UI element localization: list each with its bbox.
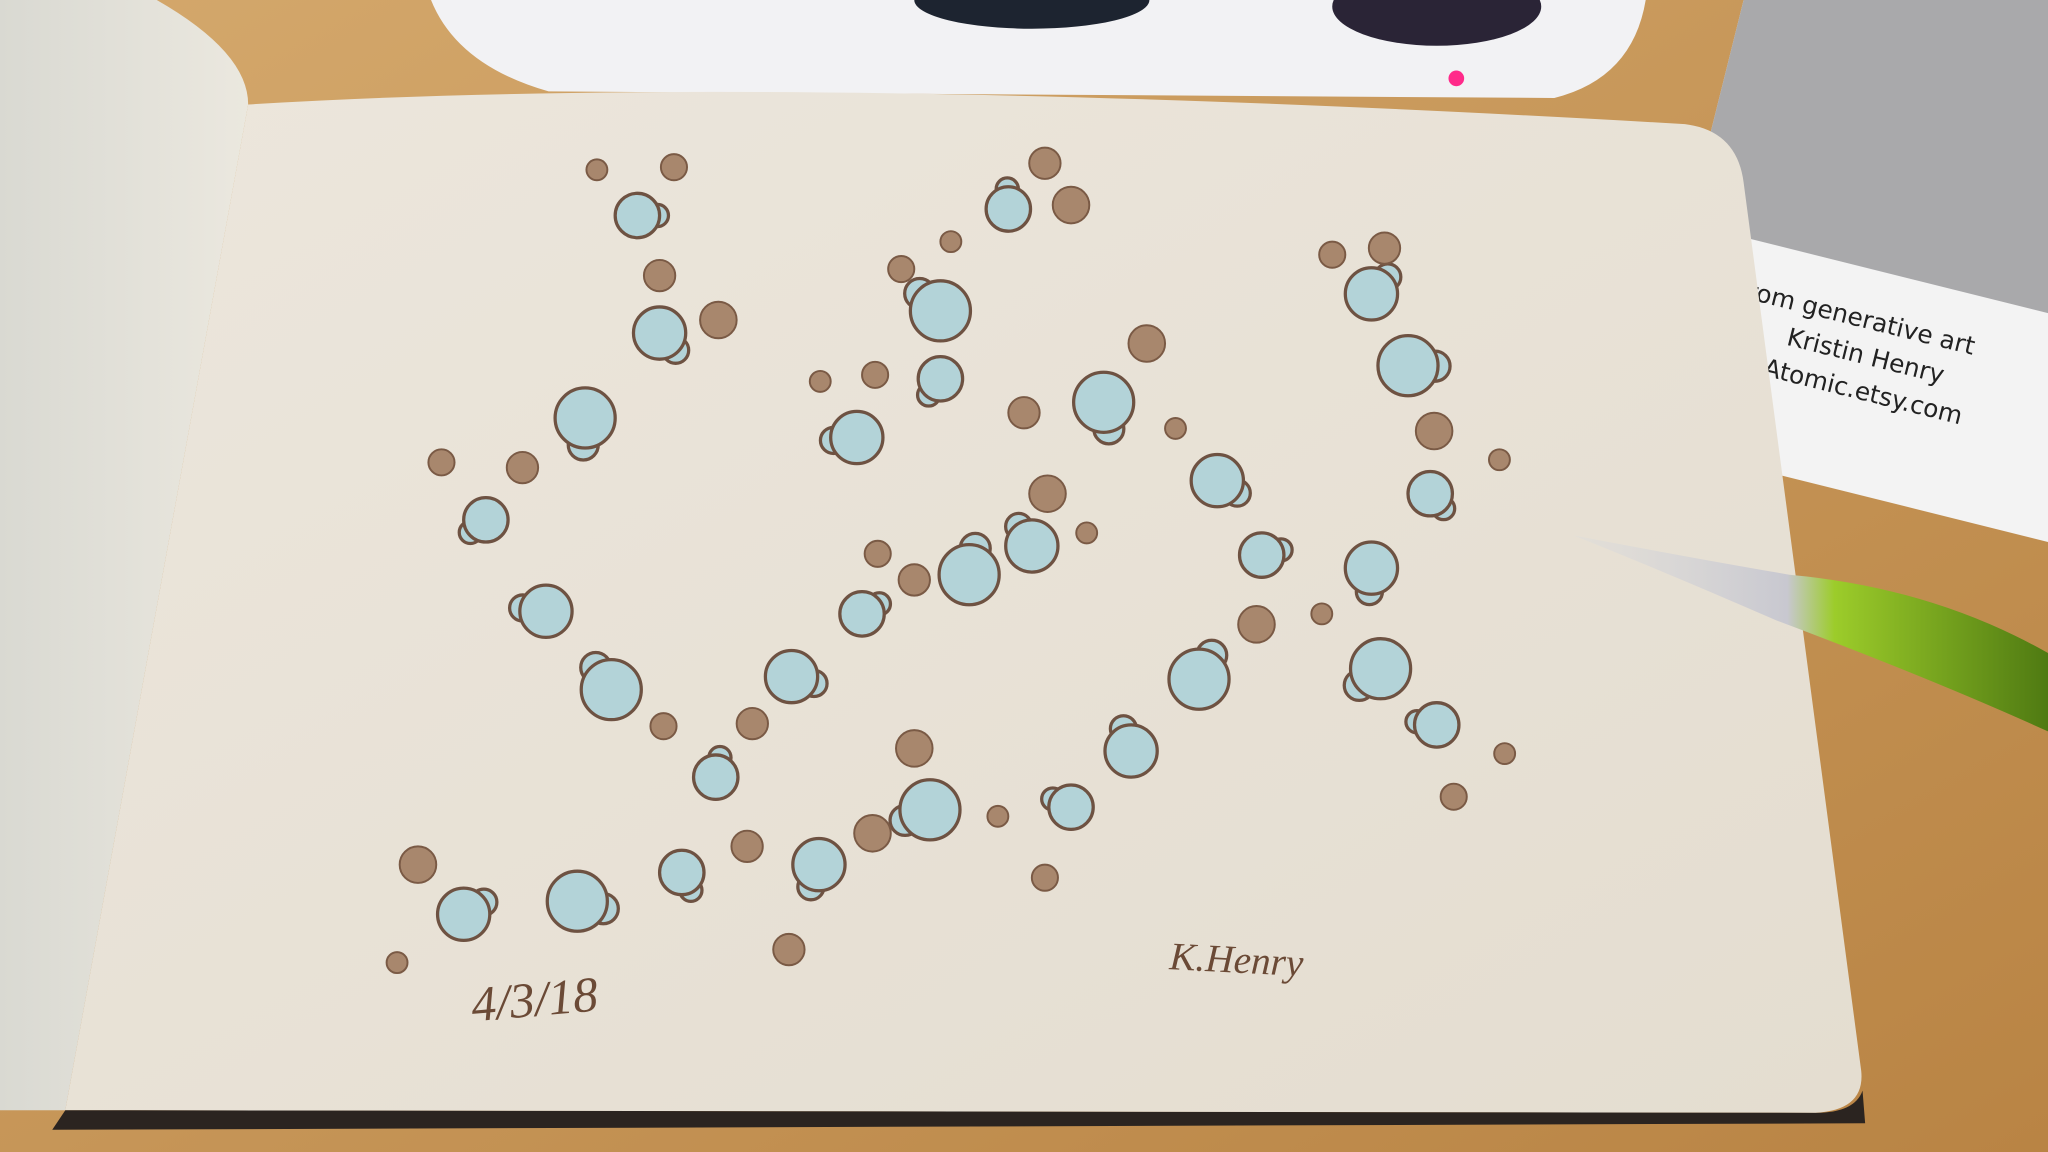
brown-dot bbox=[1493, 742, 1517, 766]
brown-dot bbox=[863, 539, 892, 568]
blue-blob bbox=[916, 354, 965, 403]
brown-dot bbox=[1310, 602, 1334, 626]
brown-dot bbox=[887, 255, 916, 284]
blue-blob bbox=[518, 583, 574, 640]
brown-dot bbox=[1439, 782, 1468, 811]
brown-dot bbox=[1414, 411, 1454, 451]
brown-dot bbox=[385, 951, 409, 975]
blue-blob bbox=[1071, 370, 1136, 434]
brown-dot bbox=[735, 706, 769, 741]
blue-blob bbox=[1047, 783, 1095, 832]
paint-splash bbox=[1448, 70, 1465, 87]
glass-pen bbox=[1573, 535, 2048, 732]
signature: K.Henry bbox=[1168, 935, 1305, 985]
blue-blob bbox=[937, 543, 1001, 607]
blue-blob bbox=[898, 778, 962, 842]
blue-blob bbox=[1167, 647, 1231, 711]
blue-blob bbox=[1376, 334, 1440, 398]
brown-dot bbox=[1237, 605, 1276, 644]
brown-dot bbox=[699, 300, 738, 340]
brown-dot bbox=[1030, 863, 1059, 892]
blue-blob bbox=[1343, 266, 1400, 322]
blue-blob bbox=[1004, 518, 1060, 574]
brown-dot bbox=[1164, 416, 1187, 440]
brown-dot bbox=[1028, 146, 1062, 180]
brown-dot bbox=[1367, 231, 1402, 265]
brown-dot bbox=[772, 932, 806, 967]
brown-dot bbox=[730, 829, 764, 864]
brown-dot bbox=[939, 230, 963, 254]
blue-blob bbox=[1343, 540, 1400, 596]
brown-dot bbox=[895, 729, 934, 768]
brown-dot bbox=[398, 845, 438, 884]
blue-blob bbox=[435, 886, 492, 943]
brown-dot bbox=[642, 258, 677, 293]
blue-blob bbox=[908, 279, 973, 343]
blue-blob bbox=[829, 409, 885, 466]
brown-dot bbox=[986, 804, 1010, 828]
brown-dot bbox=[1318, 240, 1347, 269]
brown-dot bbox=[659, 153, 688, 182]
brown-dot bbox=[1028, 474, 1067, 513]
brown-dot bbox=[649, 712, 678, 741]
brown-dot bbox=[1127, 324, 1167, 363]
left-page bbox=[0, 0, 249, 1111]
brown-dot bbox=[808, 369, 832, 393]
blue-blob bbox=[1103, 723, 1159, 779]
brown-dot bbox=[861, 360, 890, 389]
brown-dot bbox=[427, 448, 456, 477]
blue-blob bbox=[1348, 637, 1413, 701]
date: 4/3/18 bbox=[469, 966, 600, 1032]
blue-blob bbox=[613, 191, 662, 240]
blue-blob bbox=[1412, 701, 1461, 749]
brown-dot bbox=[1051, 185, 1091, 225]
brown-dot bbox=[1488, 448, 1511, 472]
blue-blob bbox=[1237, 531, 1286, 579]
blue-blob bbox=[763, 648, 820, 705]
blue-blob bbox=[1406, 469, 1455, 518]
paint-well bbox=[1332, 0, 1542, 46]
brown-dot bbox=[897, 563, 931, 597]
brown-dot bbox=[1075, 521, 1099, 545]
blue-blob bbox=[462, 495, 510, 544]
business-card: from generative art Kristin Henry ArtAto… bbox=[1634, 0, 2048, 544]
brown-dot bbox=[585, 158, 609, 182]
blue-blob bbox=[545, 869, 609, 933]
blue-blob bbox=[553, 386, 617, 450]
brown-dot bbox=[1007, 396, 1041, 430]
ink-drawing bbox=[385, 146, 1517, 975]
blue-blob bbox=[1189, 452, 1246, 509]
blue-blob bbox=[791, 836, 847, 893]
paint-palette bbox=[431, 0, 1646, 98]
brown-dot bbox=[505, 450, 540, 485]
paint-well bbox=[914, 0, 1150, 29]
blue-blob bbox=[838, 590, 886, 638]
blue-blob bbox=[691, 753, 740, 801]
blue-blob bbox=[579, 657, 643, 722]
blue-blob bbox=[657, 848, 706, 897]
blue-blob bbox=[631, 305, 688, 361]
brown-dot bbox=[853, 814, 892, 853]
notebook-cover bbox=[52, 1090, 1866, 1130]
blue-blob bbox=[984, 185, 1033, 233]
